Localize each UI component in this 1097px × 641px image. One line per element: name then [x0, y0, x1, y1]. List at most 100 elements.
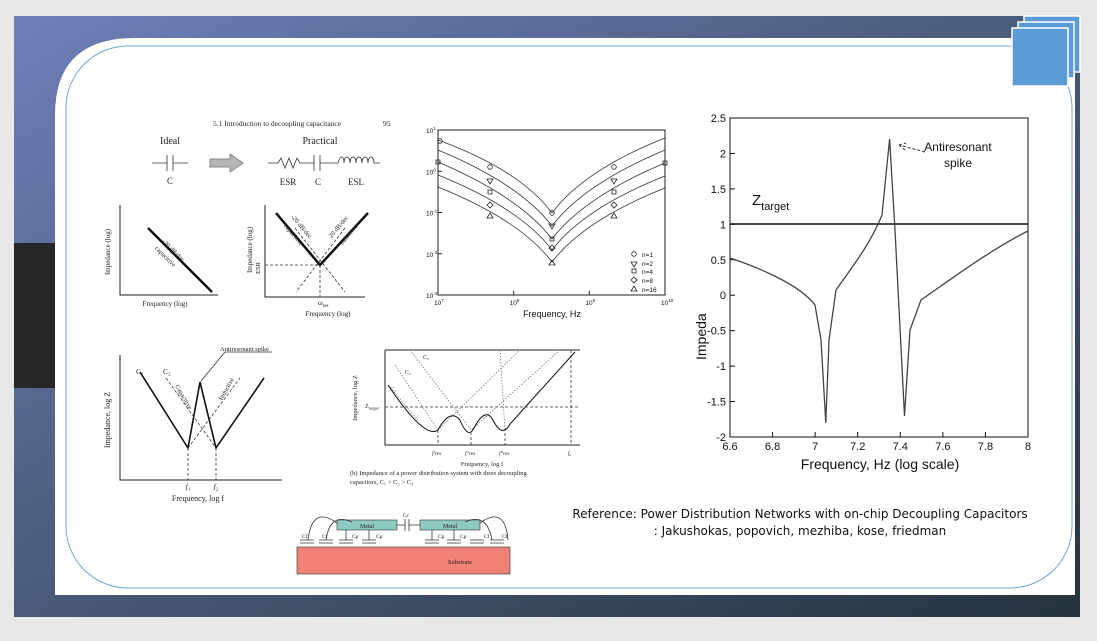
capacitor-symbol: [152, 155, 188, 171]
label: Ztarget: [365, 404, 380, 411]
label: ESR: [255, 261, 262, 274]
label: Cp: [376, 534, 383, 540]
marker: [631, 268, 637, 274]
callout-line: [200, 351, 272, 382]
label: Cf: [302, 533, 308, 540]
tick-exponent: 7: [441, 298, 444, 303]
y-tick-label: -2: [716, 432, 726, 444]
legend-label: n=4: [642, 269, 653, 276]
y-tick-label: 1: [720, 219, 726, 231]
tick-base: 10: [661, 300, 669, 307]
x-tick-label: 7.6: [935, 441, 950, 453]
y-tick-label: 2.5: [711, 113, 726, 125]
tick-base: 10: [585, 300, 593, 307]
y-tick-label: -0.5: [707, 326, 726, 338]
label: Cp: [460, 534, 467, 540]
x-tick-label: 1010: [661, 298, 674, 307]
caption: capacitors, C₁ > C₂ > C₃: [350, 479, 413, 486]
x-tick-label: 107: [434, 298, 444, 307]
plot-frame: [729, 117, 1029, 438]
reference-line: Reference: Power Distribution Networks w…: [572, 507, 1027, 521]
y-tick-label: 0.5: [711, 255, 726, 267]
axis-label: Frequency, Hz: [523, 309, 581, 319]
label: Ztarget: [752, 192, 789, 213]
tick-base: 10: [426, 128, 434, 135]
asymptotes: [265, 227, 346, 297]
tick-exponent: 9: [593, 298, 596, 303]
shape: [486, 212, 618, 266]
label: C₁: [136, 367, 144, 376]
axis-label: Frequency, log f: [461, 461, 504, 468]
tick-base: 10: [426, 211, 434, 218]
annotation: Antiresonant: [924, 140, 992, 154]
label: ESL: [348, 177, 364, 187]
legend-label: n=16: [642, 287, 657, 294]
inductor-symbol: [337, 156, 380, 164]
axis-label: Impedance, log Z: [103, 392, 112, 448]
figure-antiresonant-plot: 2.5 2 1.5 1 0.5 0 -0.5 -1 -1.5 -26.6 6.8 7 7.2 7.4 7.6…: [693, 113, 1031, 472]
axis-label: Frequency (log): [306, 310, 352, 318]
label: C₁: [390, 387, 396, 393]
legend-label: n=2: [642, 261, 653, 268]
content-outline: [65, 45, 1073, 589]
tick-exponent: 8: [517, 298, 520, 303]
axes: [119, 355, 282, 481]
label: Cf: [502, 533, 508, 540]
label: Ideal: [160, 136, 180, 147]
label: C₂: [163, 367, 171, 376]
marker: [437, 138, 443, 144]
label: ωres: [318, 299, 328, 309]
tick-label: f₀: [568, 450, 572, 457]
tick-exponent: 1: [433, 126, 436, 131]
axes: [264, 205, 365, 298]
caption: (b) Impedance of a power distribution sy…: [350, 470, 527, 477]
x-tick-label: 7.4: [893, 441, 908, 453]
slide-content-area: [55, 38, 1075, 595]
y-tick-label: 101: [426, 126, 436, 135]
reference: Reference: Power Distribution Networks w…: [572, 507, 1027, 538]
y-tick-label: -1.5: [707, 397, 726, 409]
x-tick-label: 6.6: [722, 441, 737, 453]
tick-exponent: -2: [433, 250, 437, 255]
tick-exponent: -3: [433, 291, 437, 296]
figure-structure: Substrate Metal Metal Cc Cf Cf Cp Cp Cp …: [296, 513, 511, 575]
symbol: ω: [318, 299, 323, 307]
legend-label: n=8: [642, 278, 653, 285]
subscript: target: [369, 406, 380, 411]
label: C₃: [423, 355, 429, 361]
tick-label: f′res: [432, 450, 441, 457]
tick-exponent: 10: [668, 298, 674, 303]
axis-label: Impedance (log): [104, 228, 112, 275]
tick-base: 10: [510, 300, 518, 307]
y-tick-label: 10-2: [426, 250, 438, 259]
label: Cc: [403, 513, 410, 519]
impedance-line: [147, 227, 213, 293]
substrate: [296, 546, 511, 575]
marker: [549, 210, 555, 216]
y-tick-label: 100: [426, 167, 436, 176]
axis-label: Impedance (log): [246, 226, 254, 273]
x-tick-label: 6.8: [765, 441, 780, 453]
side-block: [14, 243, 55, 388]
reference-line: : Jakushokas, popovich, mezhiba, kose, f…: [654, 524, 946, 538]
x-tick-label: 7.8: [978, 441, 993, 453]
axis-label: Impeda: [693, 313, 709, 360]
tick-labels: 2.5 2 1.5 1 0.5 0 -0.5 -1 -1.5 -26.6 6.8 7 7.2 7.4 7.6…: [707, 113, 1031, 453]
symbol: Z: [365, 404, 369, 410]
axis-label: Frequency, Hz (log scale): [801, 456, 959, 472]
tick-label: f″res: [465, 450, 475, 457]
shape: [630, 261, 638, 268]
symbol: Z: [752, 192, 761, 209]
impedance-curve: [729, 138, 1029, 424]
marker: [662, 160, 668, 166]
label: Cf: [484, 533, 490, 540]
marker: [611, 164, 617, 170]
label: Metal: [443, 524, 457, 530]
markers: [435, 138, 668, 292]
label: Cp: [438, 534, 445, 540]
tick-exponent: 0: [433, 167, 436, 172]
